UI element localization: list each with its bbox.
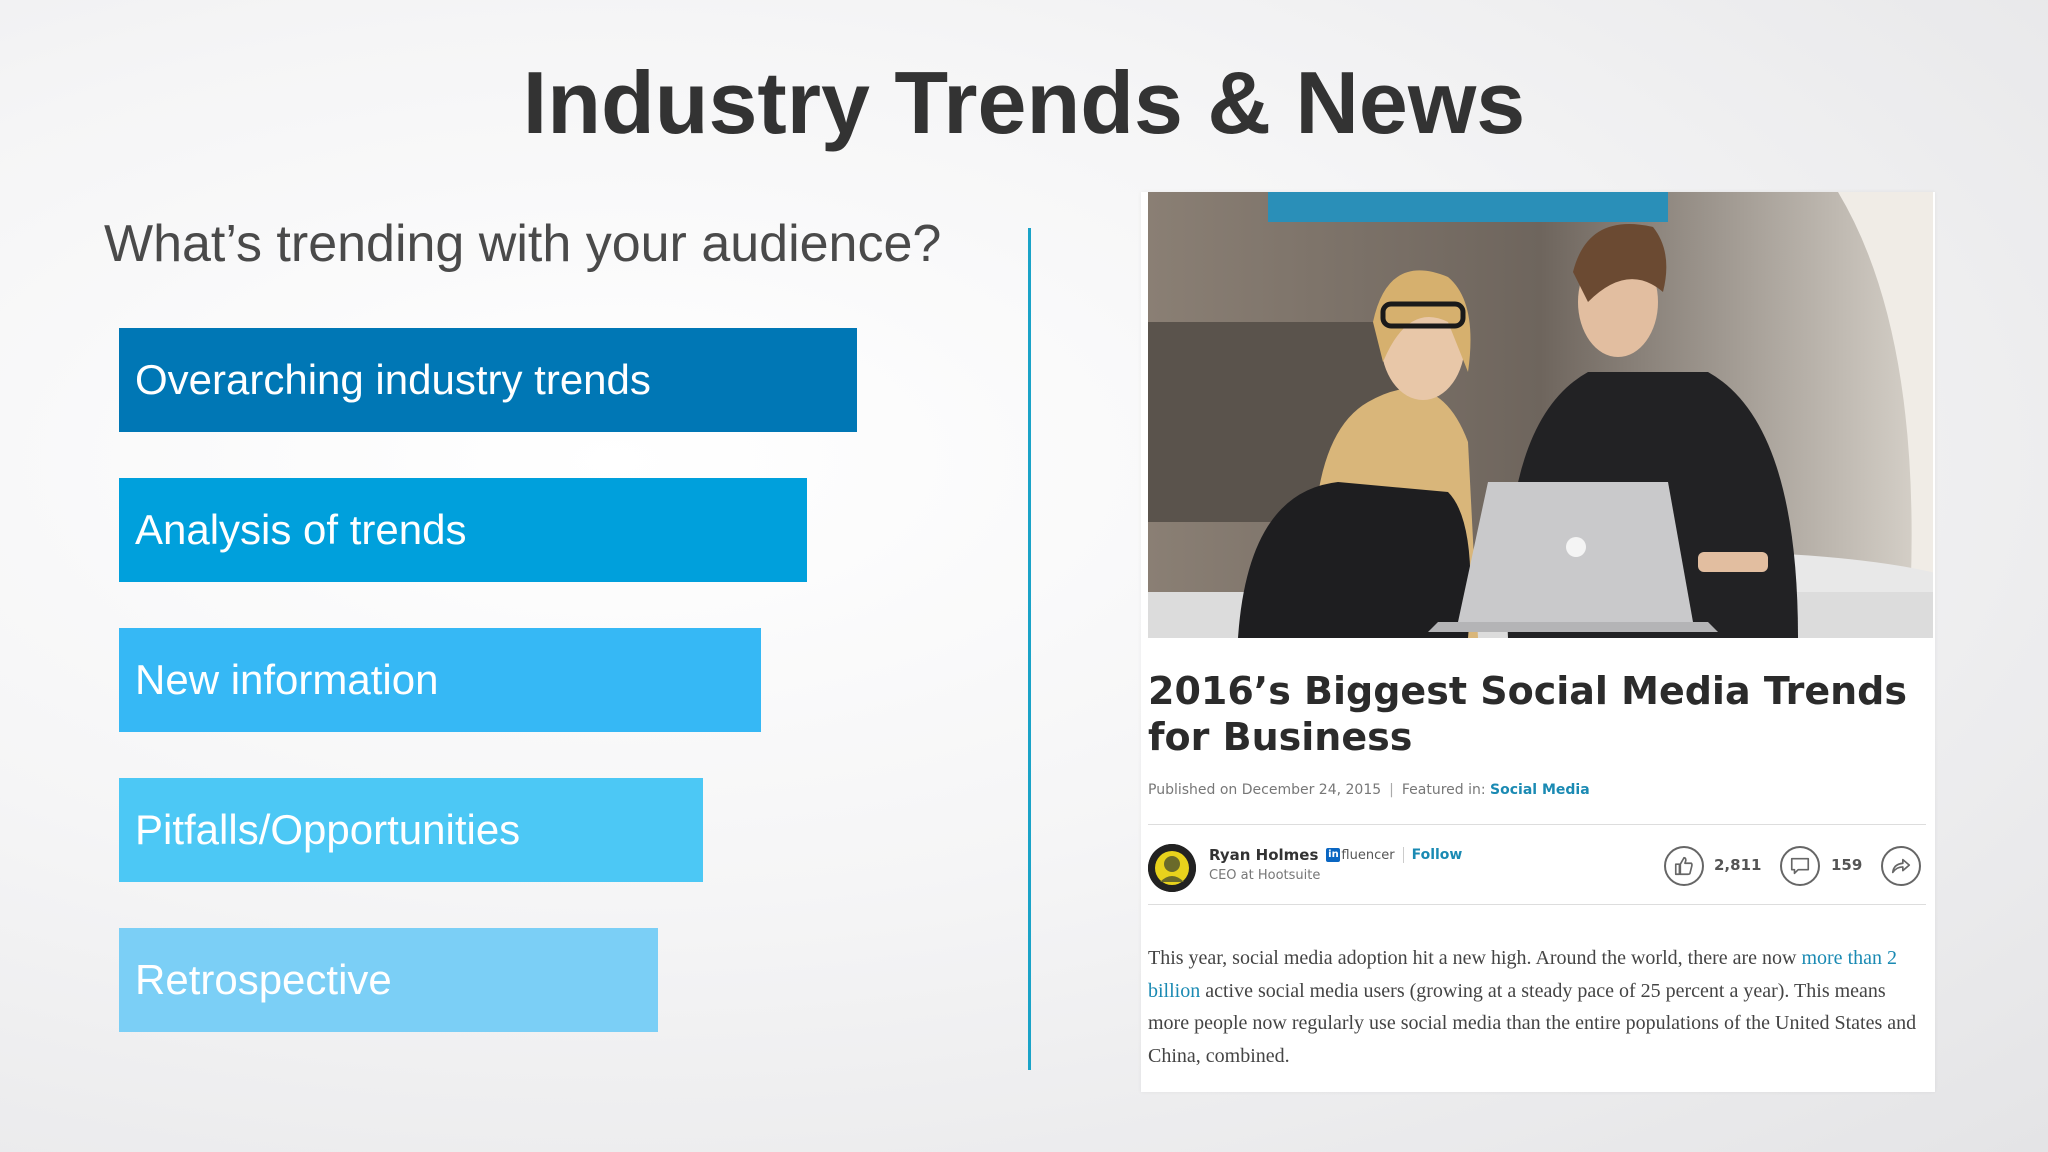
share-icon (1891, 858, 1911, 874)
bar-analysis-of-trends: Analysis of trends (119, 478, 807, 582)
author-role: CEO at Hootsuite (1209, 868, 1321, 883)
avatar-image (1148, 844, 1196, 892)
published-date: Published on December 24, 2015 (1148, 782, 1382, 798)
featured-label: Featured in: (1401, 782, 1486, 798)
bar-overarching-industry-trends: Overarching industry trends (119, 328, 857, 432)
like-button[interactable] (1664, 846, 1704, 886)
slide-subtitle: What’s trending with your audience? (104, 215, 942, 273)
author-line: Ryan Holmes in fluencer Follow (1209, 846, 1462, 864)
thumbs-up-icon (1674, 856, 1693, 876)
bar-label: Overarching industry trends (135, 356, 651, 403)
avatar[interactable] (1148, 844, 1196, 892)
comment-icon (1790, 857, 1810, 875)
body-text-start: This year, social media adoption hit a n… (1148, 947, 1802, 969)
comment-button[interactable] (1780, 846, 1820, 886)
article-card[interactable]: 2016’s Biggest Social Media Trends for B… (1141, 192, 1935, 1092)
bar-retrospective: Retrospective (119, 928, 658, 1032)
like-count: 2,811 (1714, 856, 1762, 874)
article-title[interactable]: 2016’s Biggest Social Media Trends for B… (1148, 669, 1907, 759)
bar-label: Retrospective (135, 956, 392, 1003)
meta-separator: | (1389, 782, 1394, 798)
author-divider (1148, 904, 1926, 905)
bar-new-information: New information (119, 628, 761, 732)
body-link[interactable]: more than 2 billion (1148, 947, 1897, 1002)
article-body: This year, social media adoption hit a n… (1148, 942, 1928, 1072)
bar-label: Pitfalls/Opportunities (135, 806, 521, 853)
follow-button[interactable]: Follow (1411, 847, 1463, 863)
vertical-divider (1028, 228, 1031, 1070)
body-text-end: active social media users (growing at a … (1148, 979, 1917, 1067)
influencer-badge: in fluencer (1326, 847, 1395, 863)
article-meta: Published on December 24, 2015 | Featured … (1148, 782, 1590, 798)
author-name[interactable]: Ryan Holmes (1209, 846, 1319, 864)
linkedin-icon: in (1326, 848, 1341, 862)
bar-label: Analysis of trends (135, 506, 467, 553)
meta-divider (1148, 824, 1926, 825)
influencer-label: fluencer (1341, 847, 1395, 863)
author-separator (1402, 847, 1404, 863)
comment-count: 159 (1831, 856, 1863, 874)
share-button[interactable] (1881, 846, 1921, 886)
bar-pitfalls-opportunities: Pitfalls/Opportunities (119, 778, 703, 882)
bar-label: New information (135, 656, 439, 703)
photo-illustration (1148, 192, 1933, 638)
article-photo (1148, 192, 1933, 638)
featured-link[interactable]: Social Media (1490, 782, 1590, 798)
slide-title: Industry Trends & News (522, 53, 1526, 152)
